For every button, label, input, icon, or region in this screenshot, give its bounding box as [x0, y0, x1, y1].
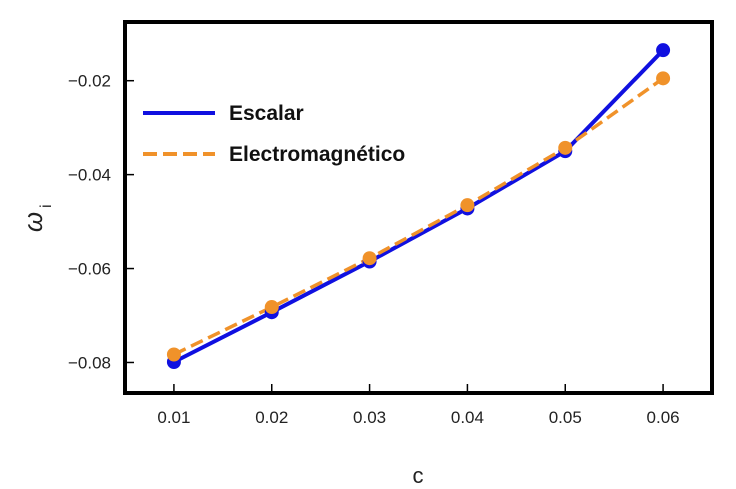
series-1-point [558, 140, 573, 155]
legend-label-escalar: Escalar [229, 102, 304, 125]
y-axis-ticks: −0.08 −0.06 −0.04 −0.02 [68, 72, 134, 372]
series-line-0 [172, 48, 665, 364]
y-axis-label-symbol: ω [18, 212, 48, 232]
x-axis-label: c [413, 463, 424, 488]
x-axis-ticks: 0.01 0.02 0.03 0.04 0.05 0.06 [157, 384, 680, 427]
series-1-point [460, 198, 475, 213]
y-tick-label: −0.06 [68, 260, 111, 279]
series-layer [166, 43, 671, 370]
legend-label-electromagnetico: Electromagnético [229, 143, 405, 166]
x-tick-label: 0.03 [353, 408, 386, 427]
x-tick-label: 0.05 [549, 408, 582, 427]
series-1-point [362, 251, 377, 266]
x-tick-label: 0.04 [451, 408, 484, 427]
series-0-point [656, 43, 671, 58]
x-tick-label: 0.06 [647, 408, 680, 427]
y-tick-label: −0.08 [68, 353, 111, 372]
legend: Escalar Electromagnético [143, 102, 405, 166]
x-tick-label: 0.02 [255, 408, 288, 427]
x-tick-label: 0.01 [157, 408, 190, 427]
series-1-point [264, 300, 279, 315]
y-tick-label: −0.02 [68, 72, 111, 91]
y-tick-label: −0.04 [68, 166, 111, 185]
y-axis-label-subscript: i [38, 204, 55, 208]
series-1-point [166, 347, 181, 362]
series-1-point [656, 71, 671, 86]
series-line-1 [173, 76, 665, 357]
plot-frame [123, 20, 714, 395]
y-axis-label: ω i [18, 204, 55, 232]
